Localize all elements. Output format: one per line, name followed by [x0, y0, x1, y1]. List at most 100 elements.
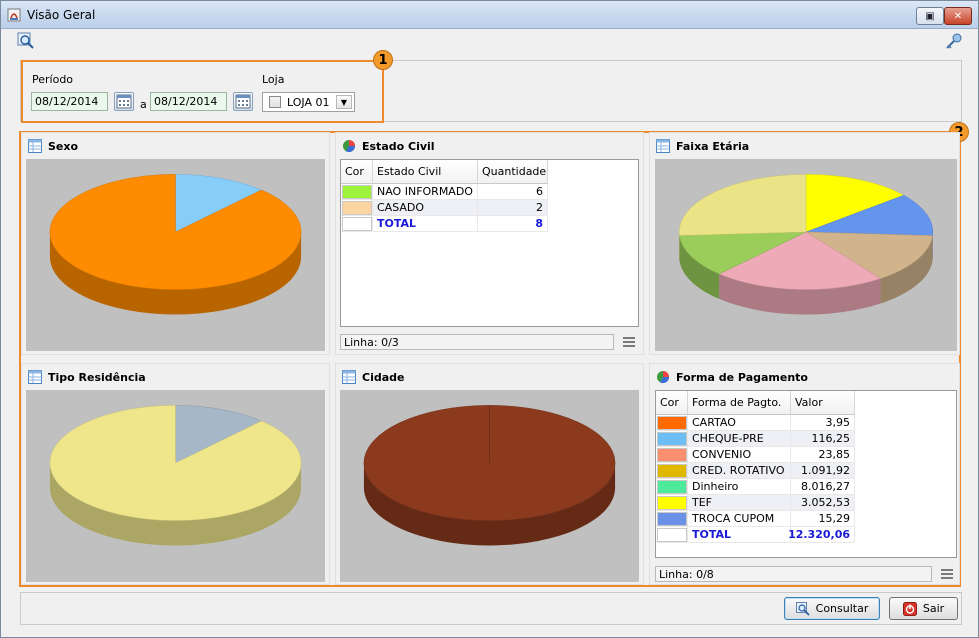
date-from-calendar-button[interactable] — [114, 92, 134, 111]
panel-forma-pagamento-label: Forma de Pagamento — [676, 370, 808, 384]
chevron-down-icon[interactable]: ▼ — [336, 95, 352, 109]
status-forma-pagamento: Linha: 0/8 — [655, 566, 932, 582]
panel-forma-pagamento-title: Forma de Pagamento — [656, 370, 808, 384]
panel-estado-civil-label: Estado Civil — [362, 139, 435, 153]
color-swatch — [342, 184, 372, 199]
chart-tipo-residencia — [26, 390, 325, 582]
chart-sexo — [26, 159, 325, 351]
pie-chart-cidade — [363, 405, 616, 546]
pie-slice-side — [679, 235, 720, 299]
col-cor[interactable]: Cor — [656, 391, 688, 415]
title-bar: Visão Geral ▣ ✕ — [1, 1, 978, 29]
menu-icon[interactable] — [941, 569, 953, 579]
menu-icon[interactable] — [623, 337, 635, 347]
grid-estado-civil[interactable]: Cor Estado Civil Quantidade NAO INFORMAD… — [340, 159, 639, 327]
table-row[interactable]: Dinheiro 8.016,27 — [656, 479, 956, 495]
table-row[interactable]: CARTAO 3,95 — [656, 415, 956, 431]
panel-sexo: Sexo — [21, 132, 330, 355]
pie-slice[interactable] — [679, 231, 807, 275]
badge-1: 1 — [373, 50, 393, 70]
date-to-field[interactable]: 08/12/2014 — [150, 92, 227, 111]
window-title: Visão Geral — [27, 8, 96, 22]
color-cell — [341, 200, 373, 216]
col-forma-pagto[interactable]: Forma de Pagto. — [688, 391, 791, 415]
close-icon: ✕ — [953, 10, 963, 22]
table-icon — [656, 139, 670, 153]
loja-checkbox[interactable] — [269, 96, 281, 108]
pie-chart-tipo-residencia — [49, 405, 302, 546]
label-cell: Dinheiro — [688, 479, 791, 495]
color-cell — [656, 415, 688, 431]
key-icon[interactable] — [945, 32, 963, 50]
col-cor[interactable]: Cor — [341, 160, 373, 184]
search-icon[interactable] — [17, 32, 35, 50]
table-row[interactable]: CONVENIO 23,85 — [656, 447, 956, 463]
pie-chart-faixa-etaria — [678, 174, 934, 315]
table-row[interactable]: NAO INFORMADO 6 — [341, 184, 638, 200]
table-row-total[interactable]: TOTAL 8 — [341, 216, 638, 232]
grid-header: Cor Estado Civil Quantidade — [341, 160, 638, 184]
panel-cidade-label: Cidade — [362, 370, 405, 384]
grid-body: CARTAO 3,95 CHEQUE-PRE 116,25 CONVENIO 23,85 C… — [656, 415, 956, 543]
col-valor[interactable]: Valor — [791, 391, 855, 415]
table-row[interactable]: CRED. ROTATIVO 1.091,92 — [656, 463, 956, 479]
panel-faixa-etaria-title: Faixa Etária — [656, 139, 749, 153]
badge-1-label: 1 — [378, 52, 388, 68]
color-swatch — [657, 463, 687, 478]
pie-slice[interactable] — [718, 231, 882, 290]
loja-select[interactable]: LOJA 01 ▼ — [262, 92, 355, 112]
close-button[interactable]: ✕ — [944, 7, 972, 25]
chart-faixa-etaria — [655, 159, 957, 351]
pie-chart-icon — [657, 371, 669, 384]
table-icon — [342, 370, 356, 384]
pie-slice[interactable] — [678, 174, 807, 236]
pie-slice[interactable] — [175, 174, 263, 233]
color-cell — [341, 216, 373, 232]
label-cell: CONVENIO — [688, 447, 791, 463]
consult-icon — [795, 601, 810, 616]
pie-slice[interactable] — [805, 231, 933, 279]
table-row[interactable]: CASADO 2 — [341, 200, 638, 216]
label-cell: CRED. ROTATIVO — [688, 463, 791, 479]
table-row[interactable]: TROCA CUPOM 15,29 — [656, 511, 956, 527]
pie-slice[interactable] — [49, 174, 302, 290]
sair-label: Sair — [922, 602, 945, 615]
sair-button[interactable]: Sair — [889, 597, 958, 620]
grid-forma-pagamento[interactable]: Cor Forma de Pagto. Valor CARTAO 3,95 CHEQ… — [655, 390, 957, 558]
color-swatch — [657, 495, 687, 510]
chart-cidade — [340, 390, 639, 582]
table-row-total[interactable]: TOTAL 12.320,06 — [656, 527, 956, 543]
label-cell: CASADO — [373, 200, 478, 216]
grid-body: NAO INFORMADO 6 CASADO 2 TOTAL 8 — [341, 184, 638, 232]
pie-slice-side — [719, 273, 881, 315]
pie-slice[interactable] — [805, 174, 905, 233]
pie-slice-side — [880, 235, 933, 304]
panel-tipo-residencia-title: Tipo Residência — [28, 370, 146, 384]
date-to-calendar-button[interactable] — [233, 92, 253, 111]
color-swatch — [657, 447, 687, 462]
table-row[interactable]: TEF 3.052,53 — [656, 495, 956, 511]
filter-group — [20, 60, 962, 122]
date-separator: a — [140, 98, 147, 111]
table-icon — [28, 370, 42, 384]
consultar-button[interactable]: Consultar — [784, 597, 880, 620]
panel-faixa-etaria-label: Faixa Etária — [676, 139, 750, 153]
date-from-field[interactable]: 08/12/2014 — [31, 92, 108, 111]
value-cell: 15,29 — [791, 511, 855, 527]
col-quantidade[interactable]: Quantidade — [478, 160, 548, 184]
label-cell: TROCA CUPOM — [688, 511, 791, 527]
table-row[interactable]: CHEQUE-PRE 116,25 — [656, 431, 956, 447]
pie-slice[interactable] — [805, 194, 934, 236]
pie-slice[interactable] — [175, 405, 263, 464]
panel-forma-pagamento: Forma de Pagamento Cor Forma de Pagto. V… — [649, 363, 960, 585]
color-cell — [341, 184, 373, 200]
color-swatch — [342, 216, 372, 231]
restore-button[interactable]: ▣ — [916, 7, 944, 25]
value-cell: 2 — [478, 200, 548, 216]
color-swatch — [657, 527, 687, 542]
pie-chart-icon — [343, 140, 355, 153]
col-estado-civil[interactable]: Estado Civil — [373, 160, 478, 184]
color-swatch — [342, 200, 372, 215]
pie-slice[interactable] — [49, 405, 302, 521]
